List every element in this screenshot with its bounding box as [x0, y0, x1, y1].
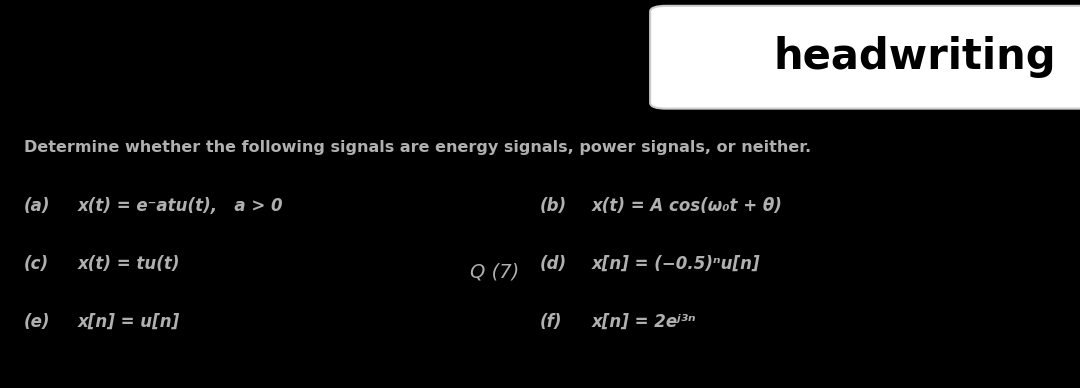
Text: (a): (a) [24, 197, 51, 215]
Text: x(t) = e⁻atu(t),   a > 0: x(t) = e⁻atu(t), a > 0 [78, 197, 283, 215]
Text: x(t) = A cos(ω₀t + θ): x(t) = A cos(ω₀t + θ) [592, 197, 783, 215]
Text: (f): (f) [540, 313, 563, 331]
Text: (b): (b) [540, 197, 567, 215]
Text: x[n] = 2eʲ³ⁿ: x[n] = 2eʲ³ⁿ [592, 313, 697, 331]
Text: x(t) = tu(t): x(t) = tu(t) [78, 255, 180, 273]
Text: headwriting: headwriting [773, 36, 1056, 78]
Text: (d): (d) [540, 255, 567, 273]
Text: (c): (c) [24, 255, 49, 273]
Text: x[n] = (−0.5)ⁿu[n]: x[n] = (−0.5)ⁿu[n] [592, 255, 760, 273]
Text: (e): (e) [24, 313, 51, 331]
Text: Q (7): Q (7) [470, 262, 519, 281]
Text: Determine whether the following signals are energy signals, power signals, or ne: Determine whether the following signals … [24, 140, 811, 155]
Text: x[n] = u[n]: x[n] = u[n] [78, 313, 180, 331]
FancyBboxPatch shape [650, 6, 1080, 109]
